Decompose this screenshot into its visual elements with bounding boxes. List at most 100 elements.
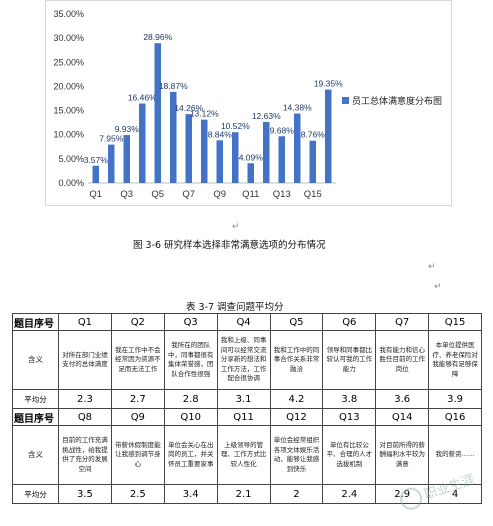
- data-label: 9.68%: [270, 125, 295, 135]
- average-score-cell: 2.4: [322, 484, 377, 504]
- question-id-cell: Q15: [428, 313, 482, 331]
- bar: [169, 91, 177, 183]
- question-id-cell: Q6: [322, 313, 377, 331]
- y-tick-label: 30.00%: [53, 33, 84, 43]
- table-row: 题目序号 Q8 Q9 Q10 Q11 Q12 Q13 Q14 Q16: [12, 408, 482, 426]
- question-id-cell: Q1: [58, 313, 112, 331]
- question-id-cell: Q7: [375, 313, 430, 331]
- paragraph-mark: ↵: [232, 222, 240, 232]
- average-score-cell: 2.7: [110, 389, 165, 409]
- meaning-cell: 本单位提供医疗、养老保险对我能够有足够保障: [428, 330, 482, 390]
- row-header-average: 平均分: [12, 389, 59, 409]
- question-id-cell: Q14: [375, 408, 430, 426]
- meaning-cell: 领导和同事都比较认可我的工作能力: [322, 330, 377, 390]
- x-tick-label: Q11: [242, 189, 259, 200]
- data-label: 14.38%: [283, 103, 312, 113]
- data-label: 18.87%: [159, 81, 188, 91]
- paragraph-mark: ↵: [428, 262, 436, 272]
- meaning-cell: 对所在部门业绩支付的总体满度: [58, 330, 112, 390]
- row-header-question-no: 题目序号: [12, 408, 59, 426]
- y-tick-label: 25.00%: [53, 57, 84, 67]
- table-row: 平均分 2.3 2.7 2.8 3.1 4.2 3.8 3.6 3.9: [12, 389, 482, 409]
- y-tick-label: 35.00%: [53, 9, 84, 19]
- bar: [154, 43, 162, 184]
- meaning-cell: 带薪休假制度能让我感到调节身心: [110, 425, 165, 485]
- meaning-cell: 我和工作中的同事合作关系非常融洽: [269, 330, 324, 390]
- question-id-cell: Q10: [163, 408, 218, 426]
- table-row: 平均分 3.5 2.5 3.4 2.1 2 2.4 2.9 4: [12, 484, 482, 504]
- question-id-cell: Q4: [216, 313, 271, 331]
- question-id-cell: Q13: [322, 408, 377, 426]
- table-caption: 表 3-7 调查问题平均分: [186, 302, 284, 313]
- table-row: 含义 目前的工作充满挑战性，给我提供了充分的发展空间 带薪休假制度能让我感到调节身心…: [12, 425, 482, 485]
- average-score-cell: 2.8: [163, 389, 218, 409]
- x-tick-label: Q9: [213, 189, 226, 200]
- x-tick-label: Q7: [182, 189, 195, 200]
- meaning-cell: 我有能力和信心胜任目前的工作岗位: [375, 330, 430, 390]
- table-row: 含义 对所在部门业绩支付的总体满度 我在工作中不会经常因为资源不足而无法工作 我所在的…: [12, 330, 482, 390]
- data-label: 4.09%: [239, 152, 264, 162]
- bar: [107, 144, 115, 183]
- watermark-logo: 职业生涯: [400, 473, 477, 510]
- average-score-cell: 2.9: [375, 484, 430, 504]
- meaning-cell: 上级领导的管理、工作方式比较人性化: [216, 425, 271, 485]
- question-id-cell: Q16: [428, 408, 482, 426]
- average-score-cell: 2: [269, 484, 324, 504]
- x-tick-label: Q1: [89, 189, 102, 200]
- bar-chart: 0.00% 5.00% 10.00% 15.00% 20.00% 25.00% 30.00%…: [53, 9, 442, 200]
- bar: [309, 140, 317, 183]
- question-id-cell: Q5: [269, 313, 324, 331]
- average-score-cell: 3.9: [428, 389, 482, 409]
- average-score-cell: 4.2: [269, 389, 324, 409]
- data-label: 19.35%: [314, 79, 343, 89]
- meaning-cell: 我和上级、同事间可以经常交流分享新的想法和工作方法，工作配合很协调: [216, 330, 271, 390]
- bar: [92, 165, 100, 183]
- bar: [247, 163, 255, 183]
- bar: [185, 114, 193, 183]
- x-tick-label: Q13: [273, 189, 291, 200]
- bar: [200, 119, 208, 183]
- meaning-cell: 对目前所得的薪酬福利水平较为满意: [375, 425, 430, 485]
- bar: [123, 135, 131, 183]
- bar: [293, 113, 301, 183]
- y-tick-label: 5.00%: [58, 154, 84, 164]
- meaning-cell: 我在工作中不会经常因为资源不足而无法工作: [110, 330, 165, 390]
- bar: [216, 140, 224, 183]
- bar: [138, 103, 146, 183]
- question-id-cell: Q8: [58, 408, 112, 426]
- meaning-cell: 我的薪资……: [428, 425, 482, 485]
- x-tick-label: Q3: [120, 189, 133, 200]
- average-score-cell: 2.3: [58, 389, 112, 409]
- meaning-cell: 我所在的团队中，同事都很有集体荣誉感，团队合作性很强: [163, 330, 218, 390]
- data-label: 8.76%: [301, 130, 326, 140]
- average-score-cell: 3.5: [58, 484, 112, 504]
- data-label: 16.46%: [128, 93, 157, 103]
- meaning-cell: 单位有比较公平、合理的人才选拔机制: [322, 425, 377, 485]
- average-score-cell: 3.4: [163, 484, 218, 504]
- question-id-cell: Q9: [110, 408, 165, 426]
- paragraph-mark: ↵: [434, 282, 442, 292]
- average-score-cell: 2.1: [216, 484, 271, 504]
- bar: [262, 122, 270, 183]
- data-label: 9.93%: [115, 124, 140, 134]
- bar: [231, 132, 239, 183]
- legend-swatch: [342, 97, 349, 104]
- data-label: 28.96%: [143, 32, 172, 42]
- data-label: 8.84%: [208, 129, 233, 139]
- average-score-cell: 2.5: [110, 484, 165, 504]
- y-tick-label: 10.00%: [53, 130, 84, 140]
- average-score-cell: 3.1: [216, 389, 271, 409]
- chart-panel: 0.00% 5.00% 10.00% 15.00% 20.00% 25.00% 30.00%…: [45, 0, 452, 206]
- table-row: 题目序号 Q1 Q2 Q3 Q4 Q5 Q6 Q7 Q15: [12, 313, 482, 331]
- row-header-meaning: 含义: [12, 425, 59, 485]
- row-header-average: 平均分: [12, 484, 59, 504]
- data-label: 13.12%: [190, 109, 219, 119]
- row-header-meaning: 含义: [12, 330, 59, 390]
- y-tick-label: 15.00%: [53, 106, 84, 116]
- y-tick-label: 0.00%: [58, 178, 84, 188]
- data-label: 10.52%: [221, 121, 250, 131]
- data-label: 7.95%: [99, 134, 124, 144]
- survey-table: 题目序号 Q1 Q2 Q3 Q4 Q5 Q6 Q7 Q15 含义 对所在部门业绩支付的总体满度 我在工…: [12, 313, 482, 504]
- x-tick-label: Q5: [151, 189, 164, 200]
- data-label: 3.57%: [84, 155, 109, 165]
